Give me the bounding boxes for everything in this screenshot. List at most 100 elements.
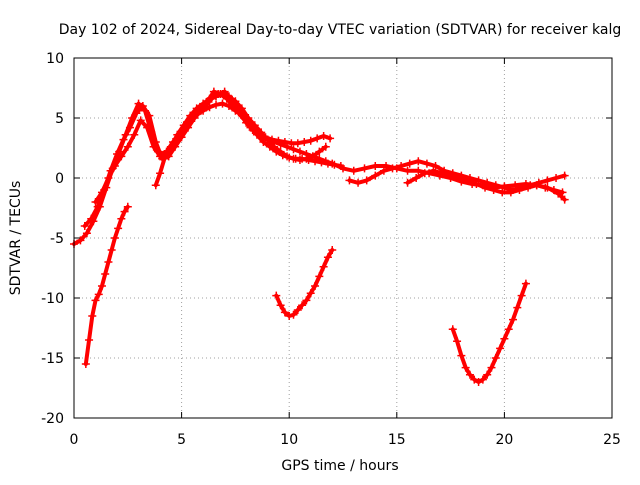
data-point-marker — [311, 282, 320, 290]
data-point-marker — [263, 135, 272, 144]
data-point-marker — [110, 234, 119, 242]
data-point-marker — [345, 176, 354, 185]
data-point-marker — [87, 214, 96, 223]
y-tick-label: -20 — [41, 411, 64, 427]
data-point-marker — [125, 123, 134, 132]
data-point-marker — [289, 154, 298, 163]
y-tick-label: 5 — [55, 111, 64, 127]
data-point-marker — [97, 282, 106, 290]
data-point-marker — [483, 370, 492, 379]
data-point-marker — [149, 142, 158, 151]
y-tick-label: 10 — [46, 51, 64, 67]
data-point-marker — [237, 104, 246, 113]
data-point-marker — [186, 111, 195, 120]
data-point-marker — [461, 363, 470, 372]
y-tick-label: -15 — [41, 351, 64, 367]
data-point-marker — [560, 195, 569, 204]
data-point-marker — [136, 116, 145, 125]
data-point-marker — [362, 176, 371, 185]
data-point-marker — [130, 130, 139, 139]
data-point-marker — [491, 181, 500, 190]
data-point-marker — [470, 375, 479, 384]
data-point-marker — [326, 134, 335, 143]
data-point-marker — [156, 152, 165, 161]
data-point-marker — [205, 94, 214, 103]
data-point-marker — [437, 169, 446, 178]
data-point-marker — [405, 159, 414, 168]
data-point-marker — [123, 142, 132, 151]
data-point-marker — [552, 174, 561, 182]
data-point-marker — [93, 202, 102, 211]
data-point-marker — [524, 183, 533, 192]
data-point-marker — [276, 301, 285, 310]
series-arc-main-6 — [403, 166, 567, 197]
data-point-marker — [354, 178, 363, 187]
x-tick-label: 0 — [70, 432, 79, 448]
data-point-marker — [311, 157, 320, 166]
chart-title: Day 102 of 2024, Sidereal Day-to-day VTE… — [59, 22, 621, 38]
data-point-marker — [81, 360, 90, 368]
data-point-marker — [300, 138, 309, 146]
data-point-marker — [166, 142, 175, 151]
data-point-marker — [107, 246, 116, 254]
data-point-marker — [448, 325, 457, 334]
data-point-marker — [532, 181, 541, 190]
data-point-marker — [306, 136, 315, 145]
data-point-marker — [349, 166, 358, 175]
data-point-marker — [317, 158, 326, 167]
data-point-marker — [283, 152, 292, 161]
data-point-marker — [457, 351, 466, 360]
data-point-marker — [205, 103, 214, 112]
data-point-marker — [330, 160, 339, 169]
data-point-marker — [123, 202, 132, 211]
data-point-marker — [455, 174, 464, 182]
data-point-marker — [134, 99, 143, 108]
series-trail — [93, 89, 343, 204]
data-point-marker — [231, 97, 240, 106]
data-point-marker — [120, 207, 129, 216]
data-point-marker — [403, 166, 412, 175]
data-point-marker — [489, 186, 498, 194]
data-point-marker — [500, 334, 509, 343]
data-point-marker — [252, 130, 261, 139]
data-point-marker — [199, 99, 208, 108]
data-point-marker — [422, 159, 431, 168]
y-axis-ticks: -20 -15 -10 -5 0 5 10 — [41, 51, 612, 427]
data-point-marker — [414, 157, 423, 166]
data-point-marker — [306, 289, 315, 298]
data-point-marker — [289, 145, 298, 154]
data-point-marker — [313, 134, 322, 143]
data-point-marker — [151, 181, 160, 190]
series-arc-low-2 — [272, 246, 337, 320]
data-point-marker — [94, 290, 103, 299]
data-point-marker — [506, 188, 515, 197]
data-point-marker — [293, 306, 302, 314]
data-point-marker — [463, 176, 472, 185]
data-point-marker — [173, 130, 182, 139]
data-point-marker — [315, 272, 324, 281]
x-tick-label: 25 — [603, 432, 621, 448]
data-point-marker — [302, 154, 311, 163]
data-point-marker — [274, 136, 283, 145]
data-point-marker — [88, 312, 97, 320]
data-point-marker — [295, 156, 304, 164]
data-point-marker — [543, 176, 552, 185]
data-point-marker — [453, 337, 462, 346]
data-point-marker — [498, 188, 507, 197]
data-point-marker — [420, 169, 429, 178]
data-point-marker — [224, 92, 233, 101]
data-point-marker — [371, 162, 380, 170]
data-point-marker — [119, 135, 128, 144]
data-point-marker — [218, 99, 227, 108]
data-point-marker — [465, 370, 474, 379]
data-point-marker — [285, 312, 294, 320]
y-tick-label: 0 — [55, 171, 64, 187]
data-point-marker — [403, 178, 412, 187]
data-point-marker — [491, 354, 500, 362]
data-point-marker — [138, 102, 147, 110]
data-point-marker — [101, 270, 110, 278]
data-point-marker — [504, 325, 513, 334]
x-axis-label: GPS time / hours — [281, 458, 398, 474]
data-point-marker — [250, 121, 259, 130]
series-trail — [274, 248, 335, 318]
